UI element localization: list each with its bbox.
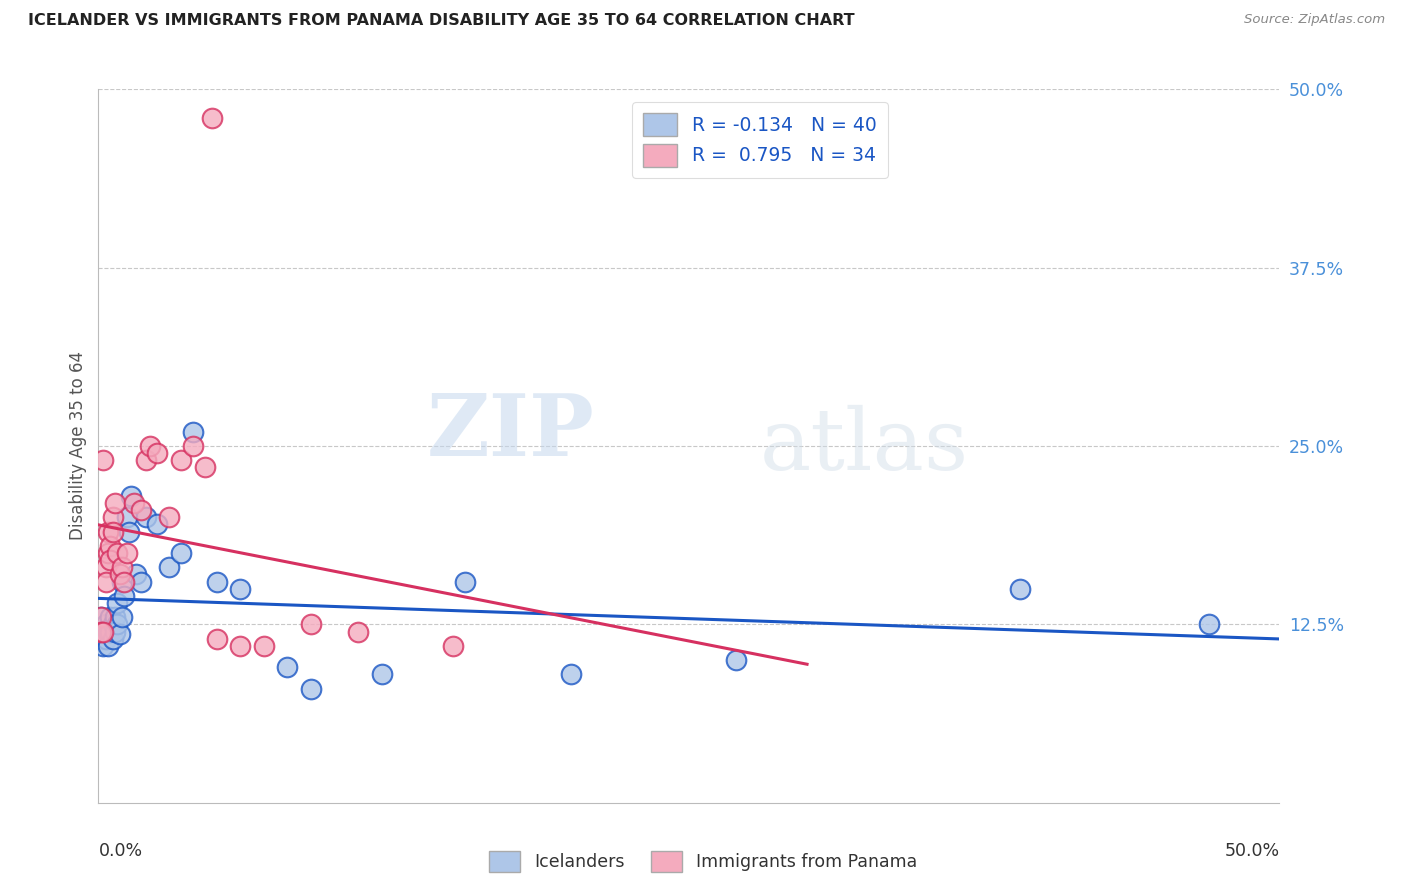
Point xyxy=(170,546,193,560)
Point xyxy=(97,639,120,653)
Point xyxy=(94,632,117,646)
Point xyxy=(129,503,152,517)
Point xyxy=(146,446,169,460)
Point xyxy=(104,624,127,639)
Point xyxy=(453,574,475,589)
Point xyxy=(181,425,204,439)
Point xyxy=(104,496,127,510)
Point xyxy=(101,632,124,646)
Point xyxy=(1198,617,1220,632)
Point xyxy=(90,610,112,624)
Text: ICELANDER VS IMMIGRANTS FROM PANAMA DISABILITY AGE 35 TO 64 CORRELATION CHART: ICELANDER VS IMMIGRANTS FROM PANAMA DISA… xyxy=(28,13,855,29)
Point xyxy=(91,624,114,639)
Point xyxy=(122,496,145,510)
Text: 0.0%: 0.0% xyxy=(98,842,142,860)
Point xyxy=(98,624,121,639)
Point xyxy=(157,510,180,524)
Point xyxy=(101,510,124,524)
Point xyxy=(157,560,180,574)
Point xyxy=(146,517,169,532)
Point xyxy=(276,660,298,674)
Point xyxy=(170,453,193,467)
Text: Source: ZipAtlas.com: Source: ZipAtlas.com xyxy=(1244,13,1385,27)
Point xyxy=(1008,582,1031,596)
Point xyxy=(98,553,121,567)
Point xyxy=(299,681,322,696)
Point xyxy=(104,610,127,624)
Point xyxy=(105,617,128,632)
Legend: Icelanders, Immigrants from Panama: Icelanders, Immigrants from Panama xyxy=(482,844,924,879)
Point xyxy=(371,667,394,681)
Text: atlas: atlas xyxy=(759,404,969,488)
Point xyxy=(181,439,204,453)
Y-axis label: Disability Age 35 to 64: Disability Age 35 to 64 xyxy=(69,351,87,541)
Point xyxy=(111,560,134,574)
Point xyxy=(115,510,138,524)
Point xyxy=(91,632,114,646)
Point xyxy=(112,589,135,603)
Point xyxy=(108,567,131,582)
Point xyxy=(441,639,464,653)
Point xyxy=(94,574,117,589)
Point xyxy=(111,574,134,589)
Point xyxy=(97,546,120,560)
Point xyxy=(90,624,112,639)
Point xyxy=(101,617,124,632)
Point xyxy=(111,610,134,624)
Legend: R = -0.134   N = 40, R =  0.795   N = 34: R = -0.134 N = 40, R = 0.795 N = 34 xyxy=(631,103,887,178)
Point xyxy=(94,560,117,574)
Text: 50.0%: 50.0% xyxy=(1225,842,1279,860)
Point xyxy=(205,632,228,646)
Point xyxy=(90,624,112,639)
Point xyxy=(229,639,252,653)
Point xyxy=(205,574,228,589)
Point xyxy=(201,111,224,125)
Point xyxy=(194,460,217,475)
Point xyxy=(105,546,128,560)
Point xyxy=(112,574,135,589)
Point xyxy=(98,610,121,624)
Point xyxy=(90,610,112,624)
Point xyxy=(299,617,322,632)
Point xyxy=(97,624,120,639)
Point xyxy=(98,539,121,553)
Point xyxy=(121,489,143,503)
Point xyxy=(253,639,276,653)
Point xyxy=(91,639,114,653)
Point xyxy=(94,617,117,632)
Point xyxy=(135,510,157,524)
Point xyxy=(115,546,138,560)
Point xyxy=(97,524,120,539)
Point xyxy=(725,653,748,667)
Point xyxy=(101,524,124,539)
Point xyxy=(139,439,162,453)
Point xyxy=(105,596,128,610)
Point xyxy=(129,574,152,589)
Point xyxy=(125,567,148,582)
Point xyxy=(347,624,370,639)
Point xyxy=(135,453,157,467)
Text: ZIP: ZIP xyxy=(426,390,595,474)
Point xyxy=(91,453,114,467)
Point xyxy=(229,582,252,596)
Point xyxy=(560,667,582,681)
Point xyxy=(108,627,131,641)
Point xyxy=(118,524,141,539)
